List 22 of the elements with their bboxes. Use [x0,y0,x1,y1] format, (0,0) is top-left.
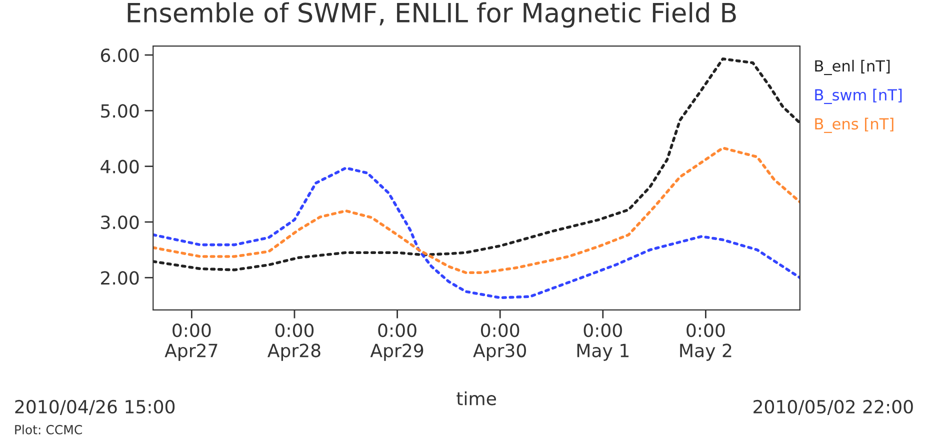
text: 2010/05/02 22:00 [754,400,913,415]
x-tick-label: 0:00 Apr29 [370,323,424,361]
line-series [153,58,800,272]
text: B_ens [nT] [815,118,894,133]
line-series [153,146,800,274]
x-tick-label: 0:00 May 1 [577,323,628,361]
y-tick-label: 5.00 [101,104,139,118]
y-tick-label: 3.00 [101,215,139,230]
x-tick-label: 0:00 Apr27 [164,323,218,361]
y-tick-label: 4.00 [100,160,139,174]
x-tick-label: 0:00 Apr28 [268,323,320,361]
y-tick-label: 2.00 [101,271,139,285]
line-series [153,166,800,300]
text: B_swm [nT] [815,88,902,104]
text: 2010/04/26 15:00 [15,400,175,415]
text: Plot: CCMC [15,424,82,434]
chart-title: Ensemble of SWMF, ENLIL for Magnetic Field B [128,2,736,28]
x-axis-title: time [456,391,496,406]
x-tick-label: 0:00 May 2 [680,323,732,361]
text: B_enl [nT] [815,60,890,76]
y-tick-label: 6.00 [100,48,139,62]
x-tick-label: 0:00 Apr30 [473,323,526,361]
